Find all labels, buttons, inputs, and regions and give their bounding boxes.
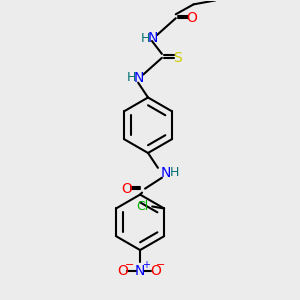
Text: +: + xyxy=(142,260,150,270)
Text: O: O xyxy=(186,11,197,25)
Text: S: S xyxy=(173,51,182,65)
Text: N: N xyxy=(148,31,158,45)
Text: −: − xyxy=(156,260,166,270)
Text: H: H xyxy=(140,32,150,44)
Text: N: N xyxy=(135,264,145,278)
Text: O: O xyxy=(117,264,128,278)
Text: O: O xyxy=(151,264,161,278)
Text: Cl: Cl xyxy=(136,200,148,213)
Text: −: − xyxy=(124,260,134,270)
Text: H: H xyxy=(170,166,179,179)
Text: H: H xyxy=(127,71,136,84)
Text: O: O xyxy=(121,182,132,196)
Text: N: N xyxy=(161,166,171,180)
Text: N: N xyxy=(134,71,144,85)
